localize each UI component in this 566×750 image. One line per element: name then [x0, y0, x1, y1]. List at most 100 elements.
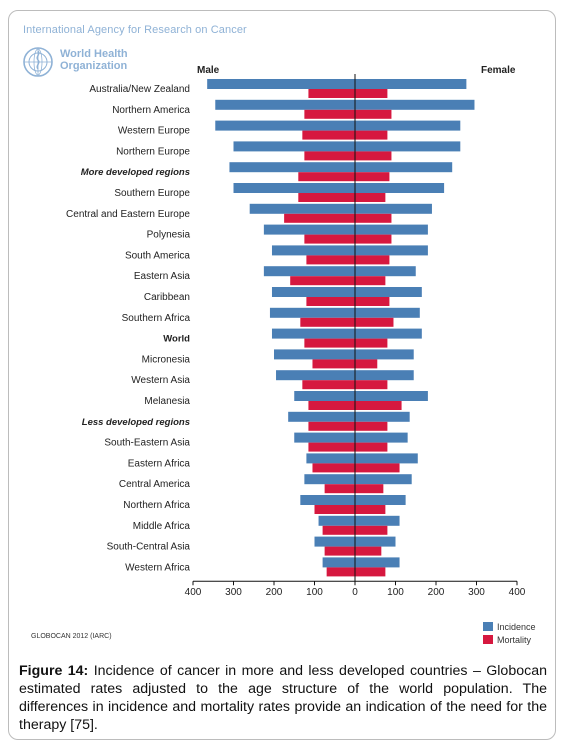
- bar-incidence-male-middle-africa: [318, 515, 355, 526]
- bar-mortality-male-micronesia: [312, 359, 355, 369]
- bar-incidence-female-south-eastern-asia: [355, 432, 408, 443]
- caption-label: Figure 14:: [19, 663, 89, 679]
- bar-mortality-male-south-eastern-asia: [308, 442, 355, 452]
- bar-incidence-female-northern-europe: [355, 141, 461, 152]
- category-label-central-and-eastern-europe: Central and Eastern Europe: [66, 209, 190, 220]
- bar-incidence-female-western-europe: [355, 120, 461, 131]
- bar-incidence-female-micronesia: [355, 349, 414, 360]
- bar-incidence-female-polynesia: [355, 224, 428, 235]
- bar-mortality-male-central-america: [324, 484, 355, 494]
- bar-mortality-female-polynesia: [355, 234, 392, 244]
- bar-mortality-female-western-asia: [355, 380, 388, 390]
- bar-mortality-female-northern-america: [355, 109, 392, 119]
- bar-mortality-female-southern-africa: [355, 317, 394, 327]
- bar-incidence-male-melanesia: [294, 391, 355, 401]
- bar-mortality-male-western-africa: [326, 567, 355, 577]
- figure-caption: Figure 14: Incidence of cancer in more a…: [19, 662, 547, 734]
- bar-mortality-male-melanesia: [308, 401, 355, 410]
- female-label: Female: [481, 65, 516, 76]
- category-label-more-developed-regions: More developed regions: [81, 167, 190, 178]
- x-tick-label: 400: [185, 587, 202, 598]
- bar-incidence-male-south-eastern-asia: [294, 432, 355, 443]
- legend-label-mortality: Mortality: [497, 634, 532, 645]
- bar-incidence-female-world: [355, 328, 422, 339]
- bar-mortality-female-less-developed-regions: [355, 421, 388, 431]
- category-label-northern-africa: Northern Africa: [123, 500, 190, 511]
- bar-incidence-female-northern-america: [355, 99, 475, 110]
- bar-mortality-male-polynesia: [304, 234, 355, 244]
- butterfly-chart: Australia/New Zealand Northern America Wes…: [66, 74, 526, 598]
- x-tick-label: 100: [387, 587, 404, 598]
- bar-mortality-female-south-central-asia: [355, 546, 382, 556]
- bar-mortality-female-world: [355, 338, 388, 348]
- bar-incidence-male-northern-africa: [300, 495, 355, 505]
- bar-mortality-male-south-america: [306, 255, 355, 265]
- who-line-2: Organization: [60, 60, 128, 72]
- category-label-world: World: [163, 334, 190, 345]
- category-label-south-eastern-asia: South-Eastern Asia: [104, 438, 190, 449]
- bar-mortality-male-caribbean: [306, 297, 355, 306]
- bar-incidence-female-central-america: [355, 474, 412, 485]
- bar-incidence-male-western-africa: [322, 557, 355, 568]
- bar-incidence-male-eastern-africa: [306, 453, 355, 464]
- x-tick-label: 300: [468, 587, 485, 598]
- bar-incidence-female-south-america: [355, 245, 428, 256]
- bar-incidence-female-melanesia: [355, 391, 428, 401]
- bar-incidence-male-polynesia: [263, 224, 355, 235]
- agency-title: International Agency for Research on Can…: [23, 24, 247, 36]
- category-label-south-america: South America: [125, 250, 190, 261]
- bar-mortality-male-australia-new-zealand: [308, 89, 355, 98]
- x-tick-label: 300: [225, 587, 242, 598]
- bar-mortality-male-less-developed-regions: [308, 421, 355, 431]
- bar-mortality-male-world: [304, 338, 355, 348]
- bar-mortality-female-more-developed-regions: [355, 172, 390, 182]
- bar-incidence-female-middle-africa: [355, 515, 400, 526]
- bar-mortality-female-caribbean: [355, 297, 390, 306]
- who-name: World Health Organization: [60, 48, 128, 72]
- male-label: Male: [197, 65, 220, 76]
- bar-incidence-male-eastern-asia: [263, 266, 355, 277]
- x-tick-label: 200: [266, 587, 283, 598]
- bar-incidence-female-western-asia: [355, 370, 414, 381]
- bar-mortality-female-northern-africa: [355, 505, 386, 514]
- bar-incidence-female-australia-new-zealand: [355, 79, 467, 89]
- category-label-western-europe: Western Europe: [118, 126, 191, 137]
- bar-incidence-female-northern-africa: [355, 495, 406, 505]
- category-label-australia-new-zealand: Australia/New Zealand: [89, 84, 190, 95]
- bar-incidence-male-south-america: [271, 245, 355, 256]
- category-label-western-asia: Western Asia: [131, 375, 190, 386]
- legend-swatch-mortality: [483, 635, 493, 644]
- bar-mortality-female-southern-europe: [355, 193, 386, 202]
- bar-incidence-male-western-asia: [276, 370, 355, 381]
- legend-swatch-incidence: [483, 622, 493, 631]
- bar-incidence-male-northern-america: [215, 99, 355, 110]
- bar-incidence-female-southern-africa: [355, 307, 420, 318]
- who-logo-icon: [23, 47, 53, 77]
- bar-incidence-male-world: [271, 328, 355, 339]
- category-label-middle-africa: Middle Africa: [133, 521, 191, 532]
- x-tick-label: 0: [352, 587, 358, 598]
- caption-text: Incidence of cancer in more and less dev…: [19, 663, 547, 733]
- bar-incidence-male-central-america: [304, 474, 355, 485]
- category-label-eastern-africa: Eastern Africa: [128, 458, 191, 469]
- category-label-eastern-asia: Eastern Asia: [134, 271, 191, 282]
- bar-mortality-male-northern-europe: [304, 151, 355, 161]
- source-note: GLOBOCAN 2012 (IARC): [31, 633, 112, 640]
- bar-incidence-female-less-developed-regions: [355, 411, 410, 422]
- bar-mortality-female-micronesia: [355, 359, 378, 369]
- bar-incidence-female-central-and-eastern-europe: [355, 203, 432, 214]
- bar-mortality-female-western-europe: [355, 130, 388, 140]
- category-label-western-africa: Western Africa: [125, 562, 190, 573]
- legend-item-mortality: Mortality: [483, 633, 536, 646]
- bar-mortality-female-melanesia: [355, 401, 402, 410]
- bar-incidence-male-micronesia: [274, 349, 355, 360]
- x-tick-label: 400: [509, 587, 526, 598]
- category-label-central-america: Central America: [119, 479, 191, 490]
- category-label-polynesia: Polynesia: [147, 230, 191, 241]
- bar-incidence-male-more-developed-regions: [229, 162, 355, 173]
- bar-mortality-female-australia-new-zealand: [355, 89, 388, 98]
- bar-mortality-male-central-and-eastern-europe: [284, 213, 355, 223]
- bar-mortality-female-central-america: [355, 484, 384, 494]
- bar-mortality-female-western-africa: [355, 567, 386, 577]
- category-label-micronesia: Micronesia: [142, 354, 191, 365]
